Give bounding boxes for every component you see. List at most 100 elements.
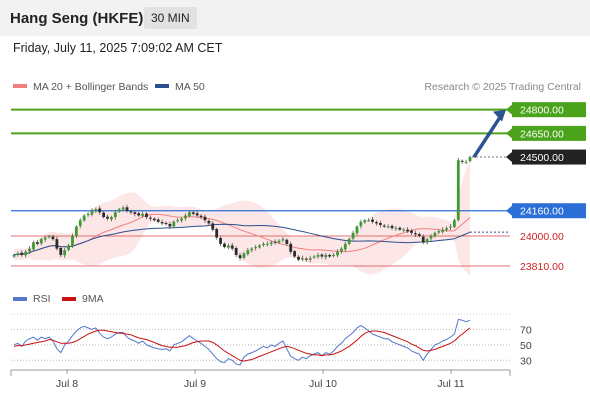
candle-bear	[414, 233, 417, 235]
time-axis-label: Jul 11	[437, 378, 464, 390]
candle-bear	[273, 241, 277, 243]
candle-bear	[406, 229, 410, 232]
candle-bull	[324, 254, 328, 258]
support-tag-text: 23810.00	[520, 261, 564, 273]
candle-bull	[121, 207, 125, 210]
candle-bull	[347, 239, 351, 244]
candle-bull	[265, 243, 269, 245]
candle-bear	[289, 243, 293, 252]
candle-bull	[339, 248, 343, 252]
candle-bear	[35, 242, 39, 244]
candle-bull	[71, 236, 74, 247]
resistance-tag-pointer	[506, 104, 512, 115]
candle-bull	[402, 229, 406, 231]
candle-bull	[250, 248, 254, 251]
ma9-line	[13, 327, 471, 362]
time-axis-label: Jul 10	[309, 378, 337, 390]
bollinger-band-area	[14, 159, 470, 276]
time-axis-label: Jul 9	[184, 378, 206, 390]
candle-bull	[449, 226, 452, 228]
candle-bear	[382, 225, 386, 227]
candle-bear	[133, 212, 137, 214]
interval-button[interactable]: 30 MIN	[144, 7, 197, 29]
ma9-legend-label: 9MA	[82, 293, 104, 305]
candle-bull	[441, 229, 445, 232]
candle-bear	[320, 254, 324, 257]
candle-bull	[86, 213, 90, 216]
candle-bull	[336, 251, 339, 256]
candle-bull	[47, 236, 51, 238]
resistance-tag-text: 24650.00	[520, 128, 564, 140]
candle-bear	[160, 222, 164, 224]
ma50-line	[13, 223, 471, 256]
candle-bull	[316, 254, 320, 257]
candle-bull	[363, 220, 367, 223]
candle-bull	[16, 253, 20, 255]
forecast-arrow	[472, 109, 506, 159]
candle-bull	[90, 210, 94, 215]
resistance-tag	[512, 102, 586, 118]
moving-averages	[13, 213, 510, 256]
candle-bull	[312, 256, 316, 258]
candle-bull	[258, 245, 261, 248]
candle-bear	[371, 219, 374, 222]
candle-bull	[433, 232, 437, 237]
candle-bear	[211, 223, 215, 230]
arrow-head	[493, 109, 506, 122]
candle-bear	[398, 227, 402, 230]
candle-bear	[378, 223, 382, 225]
rsi-line	[13, 318, 471, 366]
candle-bear	[410, 230, 413, 233]
rsi-level-label: 30	[520, 355, 532, 367]
candle-bear	[421, 236, 425, 243]
candle-bear	[137, 213, 141, 216]
candle-bull	[67, 245, 70, 250]
candle-bull	[141, 213, 145, 216]
candle-bull	[269, 242, 273, 244]
candle-bear	[59, 248, 63, 255]
candle-bull	[355, 226, 359, 234]
candle-bear	[102, 212, 106, 218]
candle-bull	[94, 209, 98, 211]
rsi-level-label: 50	[520, 340, 532, 352]
pivot-tag-pointer	[506, 205, 512, 216]
candle-bull	[242, 253, 246, 258]
candle-bear	[106, 216, 109, 219]
time-axis-label: Jul 8	[56, 378, 78, 390]
candle-bull	[78, 220, 82, 226]
pivot-tag	[512, 203, 586, 219]
candles	[12, 155, 472, 263]
candle-bull	[172, 221, 176, 227]
last-tag	[512, 149, 586, 165]
candle-bull	[453, 220, 456, 227]
candle-bear	[223, 243, 226, 248]
candle-bear	[375, 222, 378, 224]
resistance-tag	[512, 125, 586, 141]
candle-bull	[63, 250, 67, 256]
candle-bull	[187, 212, 191, 217]
candle-bear	[417, 234, 421, 236]
price-levels	[11, 108, 510, 267]
candle-bull	[425, 239, 429, 243]
candle-bear	[168, 224, 172, 227]
candle-bear	[328, 254, 332, 257]
rsi-legend-swatch	[13, 297, 27, 301]
candle-bear	[234, 248, 238, 255]
candle-bear	[285, 239, 289, 244]
candle-bull	[24, 251, 28, 256]
candle-bull	[277, 240, 281, 243]
candle-bull	[301, 258, 304, 260]
resistance-tag-text: 24800.00	[520, 105, 564, 117]
candle-bull	[32, 242, 35, 250]
ma50-legend-swatch	[155, 84, 169, 88]
candle-bear	[238, 255, 242, 259]
candle-bull	[343, 243, 347, 250]
credit-text: Research © 2025 Trading Central	[424, 81, 581, 93]
candle-bull	[445, 228, 449, 230]
candle-bear	[215, 229, 219, 238]
candle-bear	[20, 252, 24, 255]
candle-bear	[297, 256, 300, 260]
candle-bull	[246, 250, 250, 254]
support-tag-text: 24000.00	[520, 231, 564, 243]
